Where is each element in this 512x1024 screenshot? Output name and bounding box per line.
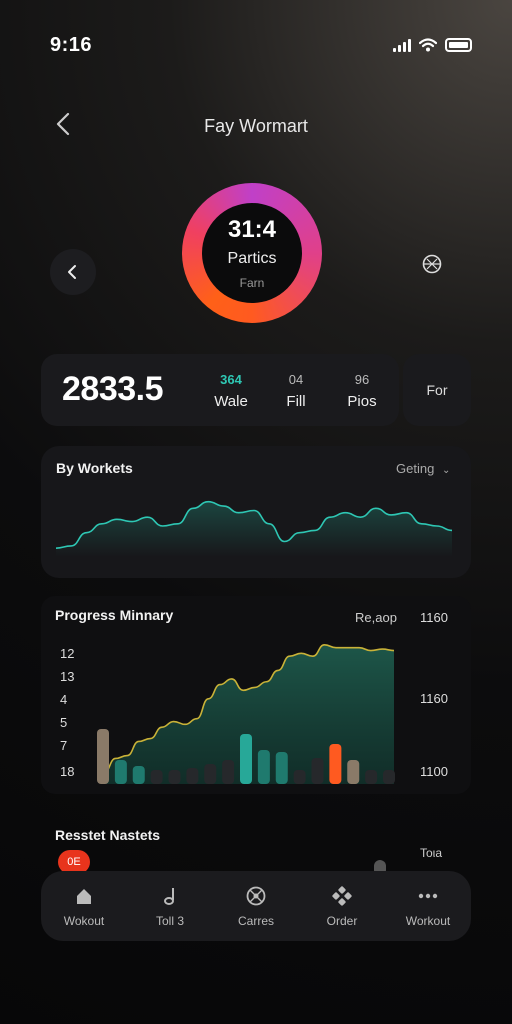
workets-dropdown-label: Geting bbox=[396, 461, 435, 476]
stat-label: Wale bbox=[214, 393, 248, 410]
progress-bar bbox=[293, 770, 306, 784]
grid-icon bbox=[332, 885, 352, 906]
stat-value: 364 bbox=[220, 372, 242, 387]
right-tick-label: 1160 bbox=[420, 610, 448, 625]
y-tick-label: 7 bbox=[60, 738, 68, 753]
y-tick-label: 12 bbox=[60, 646, 75, 661]
recent-right-text: Toιa bbox=[420, 846, 443, 860]
progress-bar bbox=[329, 744, 342, 784]
home-icon bbox=[77, 888, 91, 904]
nav-label: Toll 3 bbox=[155, 913, 184, 928]
workets-line-chart bbox=[56, 500, 452, 557]
progress-bar bbox=[257, 750, 270, 784]
progress-bar bbox=[186, 768, 199, 784]
workets-line bbox=[56, 500, 452, 549]
progress-ring: 31:4 Partics Farn bbox=[182, 183, 322, 323]
ball-icon bbox=[246, 886, 266, 905]
wifi-icon bbox=[419, 38, 437, 52]
y-tick-label: 18 bbox=[60, 764, 75, 779]
stat-value: 04 bbox=[288, 372, 304, 387]
stat-label: Pios bbox=[347, 393, 377, 410]
recent-badge: 0E bbox=[58, 850, 90, 874]
ring-value: 31:4 bbox=[227, 216, 277, 243]
music-icon bbox=[164, 887, 174, 905]
battery-icon bbox=[445, 38, 472, 52]
chevron-left-icon bbox=[68, 265, 76, 279]
progress-bar bbox=[150, 770, 163, 784]
progress-bar bbox=[222, 760, 235, 784]
progress-bar bbox=[383, 770, 395, 784]
right-tick-label: 1160 bbox=[420, 691, 448, 706]
nav-item-wokout[interactable]: Wokout bbox=[41, 871, 127, 941]
total-value: 2833.5 bbox=[62, 370, 164, 408]
stat-wale: 364 Wale bbox=[201, 372, 261, 410]
progress-bar bbox=[97, 729, 109, 784]
ring-sub: Farn bbox=[239, 276, 265, 290]
nav-item-toll[interactable]: Toll 3 bbox=[127, 871, 213, 941]
nav-label: Carres bbox=[237, 913, 274, 928]
nav-label: Workout bbox=[405, 913, 451, 928]
ball-icon[interactable] bbox=[421, 253, 443, 275]
progress-bar bbox=[347, 760, 360, 784]
progress-area bbox=[104, 644, 394, 784]
bottom-nav: Wokout Toll 3 Carres Order Workout bbox=[41, 871, 471, 941]
workets-title: By Workets bbox=[56, 460, 133, 476]
right-tick-label: 1100 bbox=[420, 764, 448, 779]
progress-bar bbox=[168, 770, 181, 784]
stat-fill: 04 Fill bbox=[266, 372, 326, 410]
stat-value: 96 bbox=[354, 372, 370, 387]
progress-line bbox=[103, 644, 395, 774]
progress-bar bbox=[275, 752, 288, 784]
y-tick-label: 5 bbox=[60, 715, 68, 730]
back-chevron-icon[interactable] bbox=[52, 110, 76, 138]
stats-card bbox=[41, 354, 399, 426]
stat-pios: 96 Pios bbox=[332, 372, 392, 410]
page-title: Fay Wormart bbox=[204, 116, 308, 136]
status-icons bbox=[393, 38, 472, 52]
progress-dropdown[interactable]: Re,aop bbox=[355, 610, 397, 625]
nav-item-workout[interactable]: Workout bbox=[385, 871, 471, 941]
y-tick-label: 4 bbox=[60, 692, 68, 707]
progress-bar bbox=[240, 734, 252, 784]
nav-label: Wokout bbox=[63, 913, 105, 928]
for-button[interactable]: For bbox=[403, 354, 471, 426]
chevron-down-icon: ⌄ bbox=[441, 465, 451, 476]
more-icon bbox=[418, 893, 438, 898]
progress-area-chart bbox=[97, 644, 395, 784]
back-button[interactable] bbox=[50, 249, 96, 295]
nav-item-order[interactable]: Order bbox=[299, 871, 385, 941]
progress-bar bbox=[204, 764, 217, 784]
nav-item-carres[interactable]: Carres bbox=[213, 871, 299, 941]
status-time: 9:16 bbox=[50, 34, 93, 56]
stat-label: Fill bbox=[286, 393, 306, 410]
progress-bar bbox=[132, 766, 145, 784]
progress-title: Progress Minnary bbox=[55, 607, 174, 623]
workets-dropdown[interactable]: Geting ⌄ bbox=[396, 461, 450, 476]
recent-title: Resstet Nastets bbox=[55, 827, 161, 843]
nav-label: Order bbox=[326, 913, 358, 928]
ring-label: Partics bbox=[227, 250, 277, 267]
progress-bar bbox=[114, 760, 127, 784]
y-tick-label: 13 bbox=[60, 669, 75, 684]
progress-bar bbox=[365, 770, 378, 784]
progress-bar bbox=[311, 758, 324, 784]
signal-icon bbox=[393, 38, 411, 52]
